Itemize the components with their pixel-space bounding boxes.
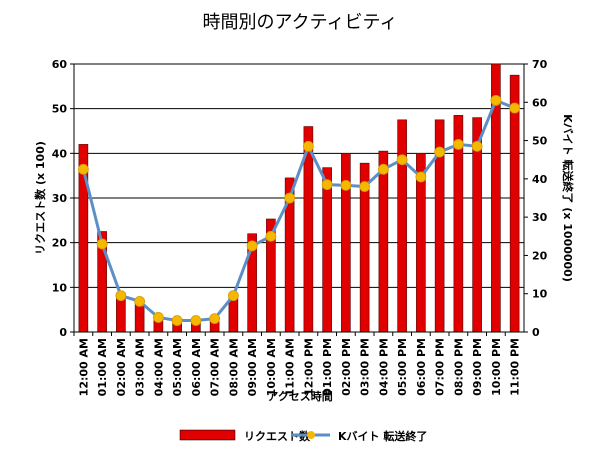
y2-tick-label: 0 (532, 326, 540, 339)
x-tick-label: 11:00 PM (509, 338, 522, 396)
data-point (452, 138, 464, 150)
data-point (152, 312, 164, 323)
x-tick-label: 10:00 PM (490, 338, 503, 396)
data-point (321, 179, 333, 191)
x-tick-label: 10:00 AM (265, 338, 278, 396)
data-point (415, 171, 427, 183)
legend-line-label: Kバイト 転送終了 (338, 429, 427, 443)
data-point (284, 192, 296, 204)
x-tick-label: 04:00 AM (152, 338, 165, 396)
y-tick-label: 40 (52, 147, 68, 160)
data-point (471, 140, 483, 152)
y2-tick-label: 60 (532, 96, 548, 109)
data-point (340, 179, 352, 191)
y2-tick-label: 70 (532, 58, 548, 71)
y-tick-label: 20 (52, 237, 68, 250)
data-point (115, 290, 127, 302)
x-tick-label: 01:00 PM (321, 338, 334, 396)
data-point (209, 313, 221, 325)
data-point (434, 146, 446, 158)
data-point (96, 238, 108, 250)
x-tick-label: 03:00 AM (134, 338, 147, 396)
y2-tick-label: 30 (532, 211, 548, 224)
bar (378, 150, 389, 333)
data-point (302, 140, 314, 152)
grid (74, 63, 524, 288)
data-point (77, 163, 89, 175)
chart-title: 時間別のアクティビティ (203, 12, 398, 33)
y-tick-label: 10 (52, 281, 68, 294)
bar (509, 74, 520, 333)
y2-tick-label: 50 (532, 135, 548, 148)
x-tick-label: 03:00 PM (359, 338, 372, 396)
x-tick-label: 06:00 PM (415, 338, 428, 396)
legend-line-marker (307, 431, 315, 439)
x-axis-title: アクセス時間 (267, 389, 332, 403)
x-tick-label: 12:00 AM (77, 338, 90, 396)
data-point (490, 94, 502, 106)
legend-bar-swatch (179, 429, 236, 441)
data-point (246, 240, 258, 252)
x-tick-label: 07:00 PM (434, 338, 447, 396)
x-tick-label: 02:00 AM (115, 338, 128, 396)
bar (397, 119, 407, 333)
y-tick-label: 50 (52, 103, 68, 116)
tick-labels: 0 10 20 30 40 50 60 0 10 20 30 40 50 60 70 12:00 AM 01:0… (52, 58, 548, 396)
y-tick-label: 60 (52, 58, 68, 71)
x-tick-label: 05:00 AM (171, 338, 184, 396)
data-point (134, 295, 146, 307)
data-point (359, 181, 371, 192)
x-tick-label: 09:00 PM (471, 338, 484, 396)
legend: リクエスト数 Kバイト 転送終了 (179, 429, 427, 443)
y2-axis-title: Kバイト 転送終了 (x 1000000) (561, 114, 575, 282)
data-point (190, 315, 202, 326)
x-tick-label: 11:00 AM (284, 338, 297, 396)
x-tick-label: 06:00 AM (190, 338, 203, 396)
y-tick-label: 30 (52, 192, 68, 205)
y2-tick-label: 40 (532, 173, 548, 186)
y-tick-label: 0 (59, 326, 67, 339)
y2-tick-label: 20 (532, 249, 548, 262)
data-point (171, 315, 183, 326)
bar-series (78, 63, 520, 333)
line-series (77, 94, 521, 326)
x-tick-label: 01:00 AM (96, 338, 109, 396)
x-tick-label: 12:00 PM (302, 338, 315, 396)
x-tick-label: 08:00 AM (227, 338, 240, 396)
x-tick-label: 09:00 AM (246, 338, 259, 396)
data-point (227, 290, 239, 302)
bar (322, 167, 332, 333)
x-tick-label: 05:00 PM (396, 338, 409, 396)
x-tick-label: 04:00 PM (377, 338, 390, 396)
data-point (377, 163, 389, 175)
y2-tick-label: 10 (532, 288, 548, 301)
axes (70, 63, 528, 336)
data-point (509, 102, 521, 114)
x-tick-label: 08:00 PM (452, 338, 465, 396)
data-point (265, 230, 277, 242)
x-tick-label: 02:00 PM (340, 338, 353, 396)
data-point (396, 154, 408, 166)
x-tick-label: 07:00 AM (209, 338, 222, 396)
legend-bar-label: リクエスト数 (244, 429, 311, 443)
y-axis-title: リクエスト数 (x 100) (33, 141, 47, 255)
